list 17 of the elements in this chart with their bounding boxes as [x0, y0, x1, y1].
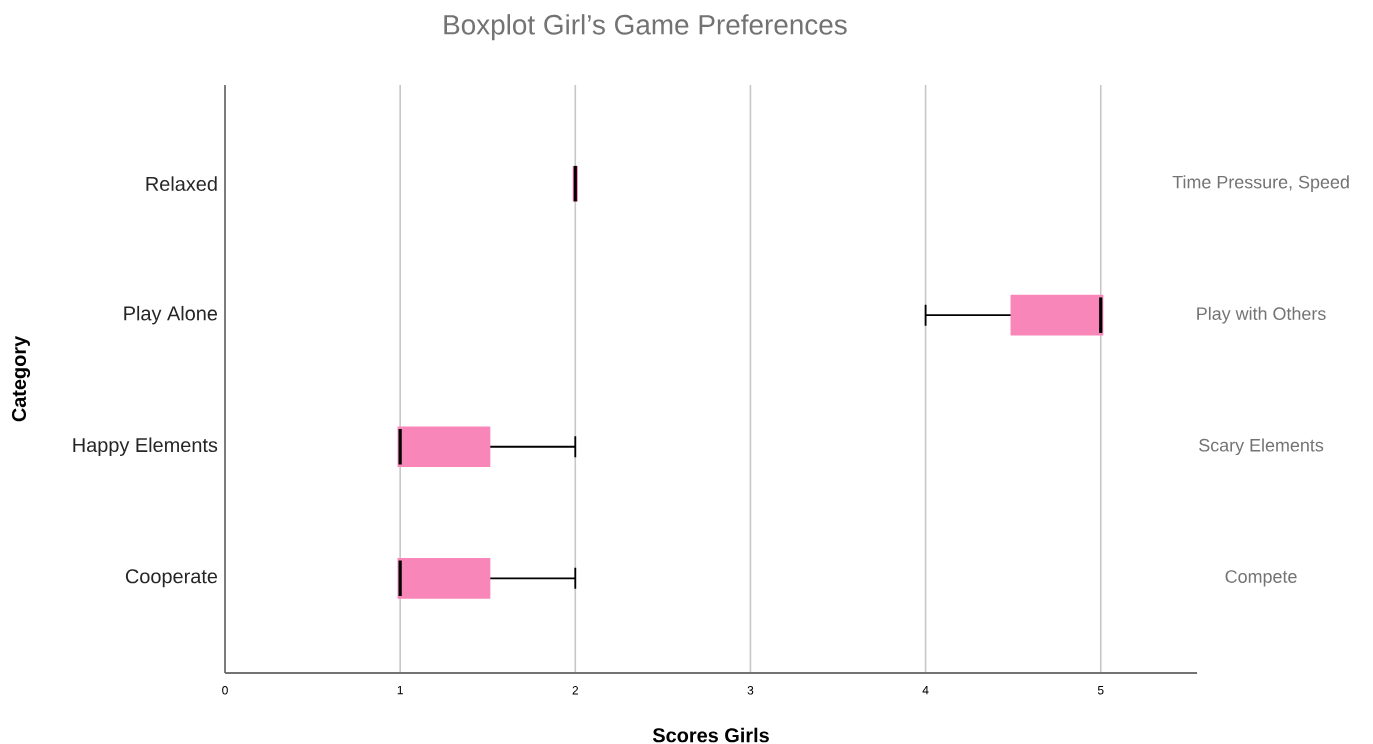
y-tick-label: Play Alone: [124, 305, 218, 325]
y-axis-title: Category: [11, 335, 31, 422]
x-tick-label: 3: [747, 686, 754, 695]
x-axis-title: Scores Girls: [652, 727, 769, 743]
text: Compete: [1225, 570, 1297, 587]
y-tick-label: Cooperate: [125, 569, 218, 588]
x-tick-label: 5: [1097, 686, 1104, 695]
chart-title: Boxplot Girl’s Game Preferences: [444, 14, 847, 41]
x-tick-label: 0: [222, 686, 228, 695]
x-tick-label: 2: [572, 686, 579, 695]
text: Play with Others: [1197, 306, 1326, 324]
annotation: Time Pressure, Speed: [1172, 175, 1349, 192]
x-tick-label: 4: [922, 686, 929, 695]
y-tick-label: Relaxed: [146, 176, 217, 191]
y-tick-label: Happy Elements: [73, 437, 218, 457]
text: Scary Elements: [1199, 438, 1324, 456]
x-tick-label: 1: [397, 686, 403, 695]
